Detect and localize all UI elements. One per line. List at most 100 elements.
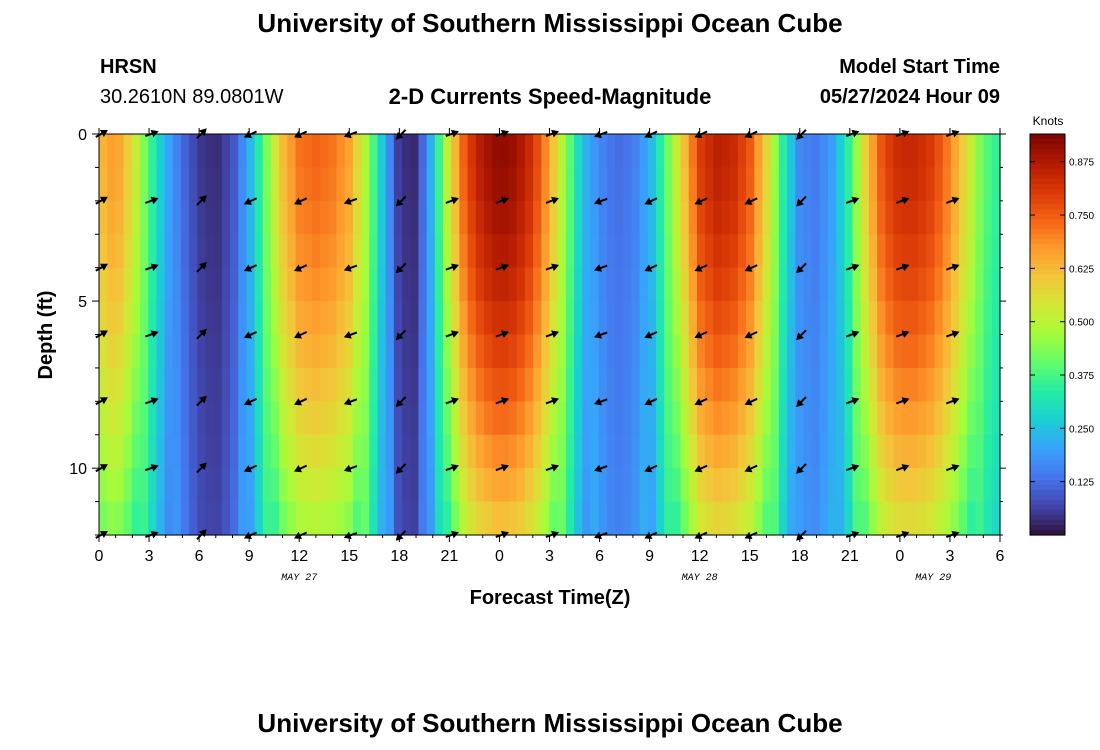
heatmap-cell xyxy=(238,301,248,336)
model-start-label: Model Start Time xyxy=(839,56,1000,78)
current-arrow xyxy=(744,464,758,473)
heatmap-cell xyxy=(868,501,878,536)
heatmap-cell xyxy=(639,167,649,202)
heatmap-cell xyxy=(926,301,936,336)
heatmap-cell xyxy=(533,301,542,336)
heatmap-cell xyxy=(778,468,788,503)
heatmap-cell xyxy=(492,334,501,369)
heatmap-cell xyxy=(369,401,379,436)
heatmap-cell xyxy=(459,301,469,336)
heatmap-cell xyxy=(688,167,698,202)
heatmap-cell xyxy=(451,334,460,369)
x-tick-label: 15 xyxy=(340,548,358,565)
heatmap-cell xyxy=(590,167,600,202)
heatmap-cell xyxy=(271,200,280,235)
heatmap-cell xyxy=(647,367,657,402)
heatmap-cell xyxy=(533,434,542,469)
current-arrow xyxy=(694,264,708,272)
heatmap-cell xyxy=(328,501,338,536)
current-arrow xyxy=(796,396,807,407)
heatmap-cell xyxy=(377,468,387,503)
heatmap-cell xyxy=(516,134,526,169)
current-arrow xyxy=(594,197,608,205)
heatmap-cell xyxy=(164,367,174,402)
heatmap-cell xyxy=(688,134,698,169)
heatmap-cell xyxy=(410,167,420,202)
heatmap-cell xyxy=(705,401,714,436)
heatmap-cell xyxy=(574,434,583,469)
heatmap-cell xyxy=(131,334,141,369)
heatmap-cell xyxy=(557,134,567,169)
heatmap-cell xyxy=(238,134,248,169)
x-tick-label: 21 xyxy=(841,548,859,565)
heatmap-cell xyxy=(639,301,649,336)
heatmap-cell xyxy=(893,234,903,269)
heatmap-cell xyxy=(705,434,714,469)
chart-subtitle: 2-D Currents Speed-Magnitude xyxy=(388,84,712,109)
heatmap-cell xyxy=(418,468,428,503)
heatmap-cell xyxy=(877,367,886,402)
heatmap-cell xyxy=(729,401,739,436)
heatmap-cell xyxy=(254,401,264,436)
heatmap-cell xyxy=(713,434,723,469)
heatmap-cell xyxy=(746,501,755,536)
heatmap-cell xyxy=(451,367,460,402)
heatmap-cell xyxy=(696,334,706,369)
heatmap-cell xyxy=(770,200,780,235)
heatmap-cell xyxy=(868,267,878,302)
heatmap-cell xyxy=(369,234,379,269)
heatmap-cell xyxy=(811,401,821,436)
heatmap-cell xyxy=(967,301,977,336)
x-tick-label: 9 xyxy=(245,548,254,565)
heatmap-cell xyxy=(713,367,723,402)
heatmap-cell xyxy=(295,401,305,436)
heatmap-cell xyxy=(655,267,665,302)
heatmap-cell xyxy=(983,367,993,402)
heatmap-cell xyxy=(131,301,141,336)
current-arrow xyxy=(196,328,207,340)
heatmap-cell xyxy=(500,401,510,436)
heatmap-cell xyxy=(246,334,256,369)
heatmap-cell xyxy=(524,267,534,302)
heatmap-cell xyxy=(959,501,968,536)
heatmap-cell xyxy=(615,401,624,436)
heatmap-cell xyxy=(500,367,510,402)
heatmap-cell xyxy=(254,434,264,469)
heatmap-cell xyxy=(901,200,911,235)
heatmap-cell xyxy=(672,401,682,436)
heatmap-cell xyxy=(615,134,624,169)
heatmap-cell xyxy=(492,167,501,202)
heatmap-cell xyxy=(975,401,985,436)
heatmap-cell xyxy=(967,267,977,302)
heatmap-cell xyxy=(942,401,952,436)
heatmap-cell xyxy=(246,167,256,202)
heatmap-cell xyxy=(574,301,583,336)
heatmap-cell xyxy=(156,134,166,169)
heatmap-cell xyxy=(844,434,854,469)
heatmap-cell xyxy=(836,167,845,202)
heatmap-cell xyxy=(189,434,198,469)
current-arrow xyxy=(895,196,910,205)
heatmap-cell xyxy=(615,501,624,536)
colorbar-swatch xyxy=(1030,384,1065,391)
heatmap-cell xyxy=(811,434,821,469)
heatmap-cell xyxy=(877,468,886,503)
heatmap-cell xyxy=(434,334,444,369)
heatmap-cell xyxy=(737,501,747,536)
heatmap-cell xyxy=(148,401,157,436)
heatmap-cell xyxy=(287,234,297,269)
heatmap-cell xyxy=(148,200,157,235)
heatmap-cell xyxy=(590,200,600,235)
current-arrow xyxy=(294,464,308,473)
heatmap-cell xyxy=(615,301,624,336)
heatmap-cell xyxy=(328,200,338,235)
heatmap-cell xyxy=(418,367,428,402)
x-tick-label: 3 xyxy=(945,548,954,565)
heatmap-cell xyxy=(787,267,796,302)
heatmap-cell xyxy=(524,301,534,336)
current-arrow xyxy=(495,330,509,338)
x-tick-label: 6 xyxy=(996,548,1005,565)
heatmap-cell xyxy=(205,301,215,336)
heatmap-cell xyxy=(221,234,231,269)
heatmap-cell xyxy=(795,434,805,469)
